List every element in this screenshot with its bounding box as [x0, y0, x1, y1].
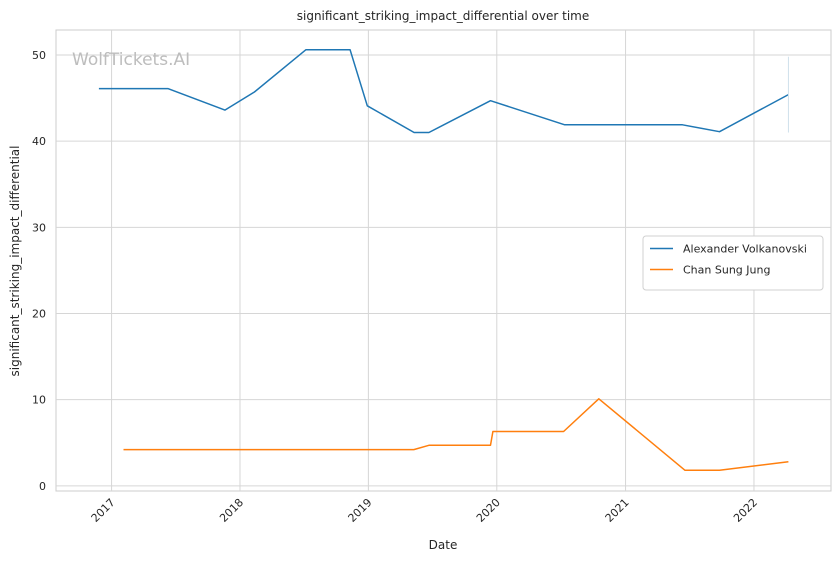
x-tick-label: 2018: [217, 496, 246, 525]
y-tick-label: 40: [32, 135, 46, 148]
series-line: [123, 398, 789, 472]
series-line: [98, 49, 789, 134]
y-tick-label: 50: [32, 49, 46, 62]
x-tick-label: 2017: [89, 496, 118, 525]
y-tick-label: 20: [32, 307, 46, 320]
legend: Alexander Volkanovski Chan Sung Jung: [642, 235, 824, 291]
x-tick-label: 2020: [474, 496, 503, 525]
legend-label: Alexander Volkanovski: [683, 243, 807, 256]
y-tick-labels: 0 10 20 30 40 50: [32, 49, 46, 493]
watermark-text: WolfTickets.AI: [72, 50, 190, 70]
y-tick-label: 0: [39, 480, 46, 493]
x-axis-title: Date: [429, 538, 458, 552]
y-tick-label: 30: [32, 221, 46, 234]
x-tick-label: 2022: [731, 496, 760, 525]
y-gridlines: [56, 54, 831, 487]
legend-label: Chan Sung Jung: [683, 264, 770, 277]
chart-title: significant_striking_impact_differential…: [297, 9, 589, 23]
x-tick-label: 2021: [603, 496, 632, 525]
x-tick-labels: 2017 2018 2019 2020 2021 2022: [89, 496, 760, 525]
series-layer: [98, 49, 789, 472]
y-tick-label: 10: [32, 394, 46, 407]
x-tick-label: 2019: [346, 496, 375, 525]
legend-box: [642, 235, 824, 291]
y-axis-title: significant_striking_impact_differential: [8, 146, 22, 377]
